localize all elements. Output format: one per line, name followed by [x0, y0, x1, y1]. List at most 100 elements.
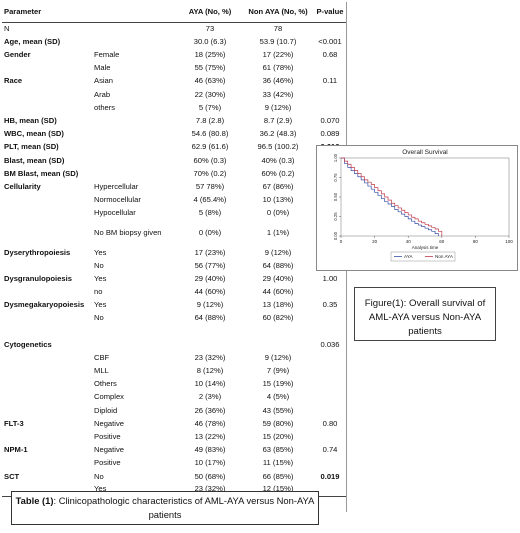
cell-nonaya: 78 [273, 23, 283, 33]
table-row: Race Asian 46 (63%) 36 (46%) 0.11 [2, 75, 346, 88]
x-tick-label: 80 [473, 239, 479, 244]
x-tick-label: 20 [372, 239, 378, 244]
cell-subcategory [92, 23, 178, 36]
table-caption: Table (1): Clinicopathologic characteris… [11, 491, 319, 525]
cell-parameter [2, 457, 92, 470]
table-row: Hypocellular 5 (8%) 0 (0%) [2, 207, 346, 220]
cell-subcategory: Negative [94, 418, 124, 428]
table-row: No BM biopsy given 0 (0%) 1 (1%) [2, 220, 346, 246]
cell-parameter: Dysmegakaryopoiesis [4, 300, 85, 310]
cell-nonaya: 0 (0%) [266, 208, 290, 218]
cell-aya: 17 (23%) [194, 247, 226, 257]
cell-subcategory: Positive [94, 458, 121, 468]
table-row: BM Blast, mean (SD)70% (0.2)60% (0.2)0.0… [2, 168, 346, 181]
cell-nonaya: 59 (80%) [262, 418, 294, 428]
cell-nonaya: 44 (60%) [262, 287, 294, 297]
cell-pvalue [314, 431, 346, 444]
cell-nonaya: 9 (12%) [264, 247, 292, 257]
cell-aya: 7.8 (2.8) [195, 116, 225, 126]
cell-parameter [2, 431, 92, 444]
cell-parameter: Dyserythropoiesis [4, 247, 71, 257]
cell-nonaya [242, 338, 314, 351]
cell-subcategory [92, 115, 178, 128]
table-row: FLT-3 Negative 46 (78%) 59 (80%) 0.80 [2, 418, 346, 431]
cell-subcategory: No [94, 471, 104, 481]
cell-subcategory [92, 36, 178, 49]
table-row: Male 55 (75%) 61 (78%) [2, 62, 346, 75]
cell-nonaya: 17 (22%) [262, 50, 294, 60]
cell-parameter [2, 312, 92, 325]
cell-nonaya: 40% (0.3) [261, 155, 295, 165]
series-line-non-aya [341, 157, 443, 236]
cell-parameter [2, 404, 92, 417]
chart-title: Overall Survival [402, 149, 448, 156]
header-parameter: Parameter [2, 2, 92, 23]
cell-nonaya: 63 (85%) [262, 445, 294, 455]
cell-subcategory: no [94, 287, 103, 297]
cell-subcategory [92, 128, 178, 141]
cell-aya: 18 (25%) [194, 50, 226, 60]
table-row: CBF 23 (32%) 9 (12%) [2, 352, 346, 365]
cell-parameter [2, 365, 92, 378]
cell-parameter [2, 88, 92, 101]
cell-parameter: Age, mean (SD) [4, 36, 61, 46]
y-tick-label: 0.25 [333, 212, 338, 221]
cell-aya: 49 (83%) [194, 445, 226, 455]
cell-subcategory: Yes [94, 273, 107, 283]
cell-pvalue [314, 102, 346, 115]
cell-nonaya: 53.9 (10.7) [259, 36, 297, 46]
cell-nonaya: 8.7 (2.9) [263, 116, 293, 126]
y-tick-label: 1.00 [333, 153, 338, 162]
cell-aya: 44 (60%) [194, 287, 226, 297]
table-row: No 56 (77%) 64 (88%) [2, 260, 346, 273]
cell-pvalue [314, 391, 346, 404]
cell-nonaya: 7 (9%) [266, 366, 290, 376]
cell-subcategory: Female [94, 50, 120, 60]
cell-nonaya: 10 (13%) [262, 195, 294, 205]
cell-aya: 10 (14%) [194, 379, 226, 389]
cell-subcategory: Normocellular [94, 195, 141, 205]
cell-subcategory [92, 168, 178, 181]
x-tick-label: 0 [340, 239, 343, 244]
cell-parameter: Cytogenetics [4, 339, 52, 349]
cell-nonaya: 15 (20%) [262, 431, 294, 441]
cell-parameter: Race [4, 76, 23, 86]
cell-pvalue: 0.036 [320, 339, 340, 349]
cell-aya: 46 (63%) [194, 76, 226, 86]
y-tick-label: 0.75 [333, 173, 338, 182]
cell-nonaya: 61 (78%) [262, 63, 294, 73]
cell-parameter: NPM-1 [4, 445, 28, 455]
cell-aya: 23 (32%) [194, 352, 226, 362]
legend-label: AYA [404, 254, 413, 259]
x-tick-label: 40 [406, 239, 412, 244]
x-axis-label: Analysis time [412, 245, 439, 250]
y-tick-label: 0.50 [333, 192, 338, 201]
cell-parameter [2, 286, 92, 299]
cell-nonaya: 96.5 (100.2) [257, 142, 299, 152]
cell-pvalue: <0.001 [318, 36, 342, 46]
table-row: N 73 78 [2, 23, 346, 36]
cell-pvalue: 0.68 [322, 50, 338, 60]
cell-pvalue [314, 457, 346, 470]
cell-nonaya: 4 (5%) [266, 392, 290, 402]
cell-parameter [2, 325, 92, 338]
cell-aya: 46 (78%) [194, 418, 226, 428]
cell-nonaya: 9 (12%) [264, 102, 292, 112]
cell-aya: 13 (22%) [194, 431, 226, 441]
cell-parameter: PLT, mean (SD) [4, 142, 59, 152]
cell-parameter: Dysgranulopoiesis [4, 273, 72, 283]
cell-subcategory: MLL [94, 366, 109, 376]
cell-subcategory [92, 338, 178, 351]
cell-aya: 55 (75%) [194, 63, 226, 73]
table-row: MLL 8 (12%) 7 (9%) [2, 365, 346, 378]
cell-subcategory: Yes [94, 247, 107, 257]
legend-label: Non AYA [435, 254, 454, 259]
cell-nonaya: 66 (85%) [262, 471, 294, 481]
cell-subcategory: others [94, 102, 116, 112]
table-row: Age, mean (SD) 30.0 (6.3) 53.9 (10.7) <0.00… [2, 36, 346, 49]
cell-aya: 50 (68%) [194, 471, 226, 481]
table-row: no 44 (60%) 44 (60%) [2, 286, 346, 299]
cell-aya: 26 (36%) [194, 405, 226, 415]
cell-aya: 73 [205, 23, 215, 33]
